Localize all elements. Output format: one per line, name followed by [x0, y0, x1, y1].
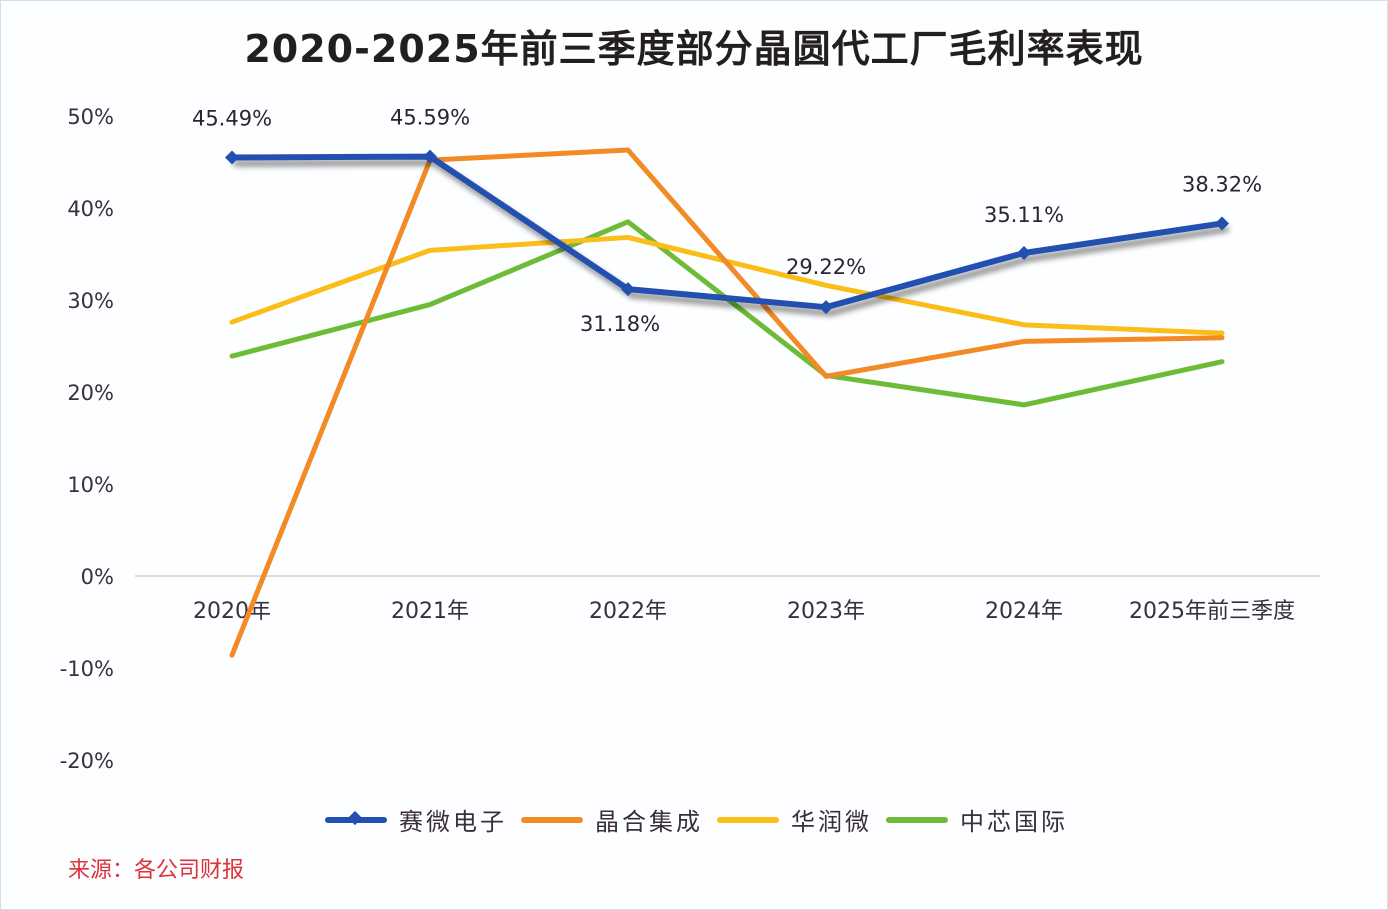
y-tick-label: 0%	[81, 565, 114, 589]
x-tick-label: 2021年	[391, 599, 469, 624]
x-tick-label: 2023年	[787, 599, 865, 624]
series-marker	[819, 300, 833, 315]
data-label: 45.49%	[192, 106, 272, 130]
series-layer	[225, 147, 1229, 658]
legend-item: 晶合集成	[521, 802, 703, 837]
y-tick-label: 10%	[67, 473, 114, 497]
x-tick-label: 2025年前三季度	[1129, 599, 1295, 624]
legend-label: 赛微电子	[399, 808, 507, 836]
y-tick-label: -10%	[60, 657, 114, 681]
series-marker	[423, 149, 437, 164]
chart-legend: 赛微电子 晶合集成 华润微 中芯国际	[325, 802, 1076, 837]
legend-swatch	[886, 816, 948, 823]
series-marker	[1017, 245, 1031, 260]
y-tick-label: 40%	[67, 197, 114, 221]
data-labels: 45.49% 45.59% 31.18% 29.22% 35.11% 38.32%	[192, 106, 1262, 337]
series-line-1	[229, 153, 1225, 311]
y-tick-label: 20%	[67, 381, 114, 405]
legend-label: 中芯国际	[960, 808, 1068, 836]
x-tick-label: 2020年	[193, 599, 271, 624]
legend-swatch	[717, 816, 779, 823]
legend-label: 华润微	[791, 808, 872, 836]
chart-title: 2020-2025年前三季度部分晶圆代工厂毛利率表现	[244, 27, 1144, 71]
series-marker	[621, 282, 635, 297]
x-axis: 2020年 2021年 2022年 2023年 2024年 2025年前三季度	[193, 599, 1295, 624]
data-label: 35.11%	[984, 203, 1064, 227]
y-tick-label: -20%	[60, 749, 114, 773]
legend-item: 赛微电子	[325, 802, 507, 837]
data-label: 29.22%	[786, 255, 866, 279]
legend-item: 中芯国际	[886, 802, 1068, 837]
diamond-marker-icon	[347, 810, 363, 825]
legend-item: 华润微	[717, 802, 872, 837]
y-tick-label: 50%	[67, 105, 114, 129]
legend-swatch	[521, 816, 583, 823]
y-axis: 50% 40% 30% 20% 10% 0% -10% -20%	[60, 105, 1320, 773]
legend-label: 晶合集成	[595, 808, 703, 836]
data-label: 38.32%	[1182, 172, 1262, 196]
legend-swatch	[325, 810, 387, 825]
x-tick-label: 2024年	[985, 599, 1063, 624]
data-label: 45.59%	[390, 106, 470, 130]
source-note: 来源：各公司财报	[68, 858, 245, 883]
series-line-4	[229, 219, 1225, 408]
y-tick-label: 30%	[67, 289, 114, 313]
x-tick-label: 2022年	[589, 599, 667, 624]
series-marker	[1215, 216, 1229, 231]
series-line-2	[229, 147, 1225, 658]
series-marker	[225, 150, 239, 165]
data-label: 31.18%	[580, 312, 660, 336]
